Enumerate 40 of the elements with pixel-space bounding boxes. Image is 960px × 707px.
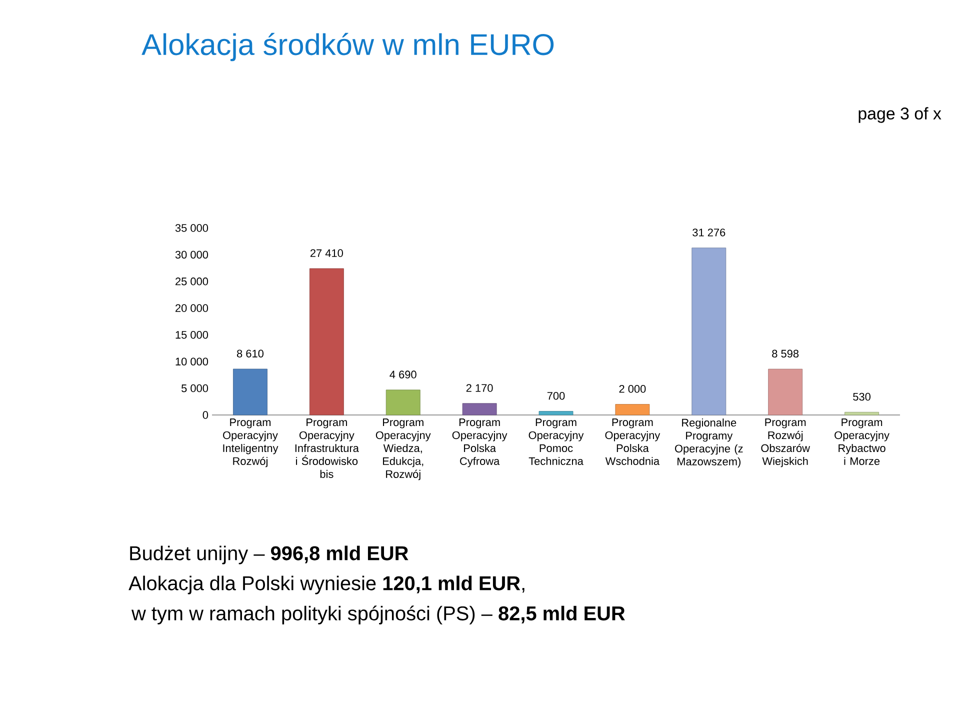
x-tick-label: Program Operacyjny Inteligentny Rozwój xyxy=(223,418,278,468)
y-tick-label: 0 xyxy=(202,411,208,419)
x-tick-label: Regionalne Programy Operacyjne (z Mazowszem) xyxy=(675,418,743,468)
data-label: 8 598 xyxy=(772,350,799,358)
text: page 3 of x xyxy=(858,107,942,123)
bar xyxy=(233,368,268,416)
chart-title: Alokacja środków w mln EURO xyxy=(142,32,554,62)
y-tick-label: 5 000 xyxy=(182,384,208,392)
x-tick-label: Program Operacyjny Polska Cyfrowa xyxy=(452,418,508,468)
text: w tym w ramach polityki spójności (PS) – 82,5 mld EUR xyxy=(131,606,625,624)
data-label: 2 170 xyxy=(466,384,493,392)
y-tick-label: 15 000 xyxy=(176,330,208,339)
data-label: 530 xyxy=(853,392,870,401)
x-tick-label: Program Operacyjny Wiedza, Edukcja, Rozwój xyxy=(376,418,431,480)
x-tick-label: Program Rozwój Obszarów Wiejskich xyxy=(761,418,810,468)
bar xyxy=(462,403,497,416)
y-tick-label: 30 000 xyxy=(175,250,208,259)
data-label: 31 276 xyxy=(692,228,726,236)
x-tick-label: Program Operacyjny Pomoc Techniczna xyxy=(528,418,584,466)
data-label: 4 690 xyxy=(390,370,416,378)
y-tick-label: 20 000 xyxy=(176,304,208,312)
text: Alokacja dla Polski wyniesie 120,1 mld EUR, xyxy=(128,576,524,594)
bar xyxy=(538,411,574,416)
data-label: 700 xyxy=(547,392,565,400)
bar xyxy=(844,412,879,416)
data-label: 27 410 xyxy=(310,249,343,258)
x-tick-label: Program Operacyjny Polska Wschodnia xyxy=(605,418,660,466)
y-tick-label: 25 000 xyxy=(176,278,208,286)
bar xyxy=(692,248,726,416)
y-tick-label: 10 000 xyxy=(176,358,208,366)
data-label: 8 610 xyxy=(236,350,264,358)
x-tick-label: Program Operacyjny Infrastruktura i Środowisko bis xyxy=(295,418,359,478)
text: Budżet unijny – 996,8 mld EUR xyxy=(130,546,408,564)
y-tick-label: 35 000 xyxy=(175,224,208,232)
bar xyxy=(615,404,650,416)
bar xyxy=(309,268,344,416)
bar xyxy=(768,368,803,416)
data-label: 2 000 xyxy=(619,385,646,393)
bar xyxy=(386,390,420,416)
x-tick-label: Program Operacyjny Rybactwo i Morze xyxy=(834,418,890,466)
